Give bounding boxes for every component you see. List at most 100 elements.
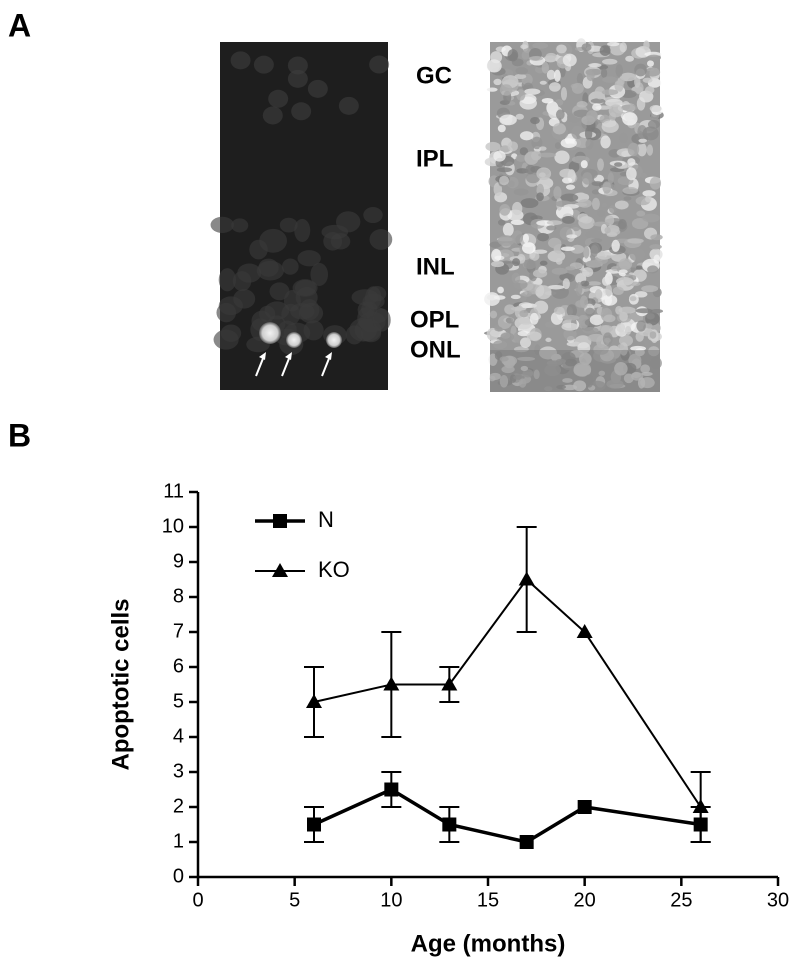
texture xyxy=(485,141,501,152)
cell xyxy=(230,51,251,70)
cell xyxy=(281,258,299,275)
texture xyxy=(620,104,638,112)
cell xyxy=(264,301,290,320)
texture xyxy=(582,326,599,334)
texture xyxy=(611,239,620,252)
texture xyxy=(608,205,617,214)
texture xyxy=(507,49,519,62)
cell xyxy=(303,320,324,341)
texture xyxy=(551,267,568,275)
texture xyxy=(555,109,565,120)
texture xyxy=(562,216,575,224)
texture xyxy=(635,308,653,314)
texture xyxy=(601,294,618,306)
texture xyxy=(649,244,662,250)
texture xyxy=(514,316,533,330)
phase-image xyxy=(484,38,664,392)
texture xyxy=(560,246,575,252)
marker xyxy=(577,800,592,814)
texture xyxy=(546,69,556,80)
texture xyxy=(636,210,646,217)
cell xyxy=(369,229,393,250)
cell xyxy=(258,258,279,277)
texture xyxy=(512,258,521,267)
texture xyxy=(601,89,619,96)
cell xyxy=(268,89,289,108)
cell xyxy=(287,56,308,75)
texture xyxy=(553,186,562,200)
texture xyxy=(499,204,511,216)
texture xyxy=(494,326,503,332)
texture xyxy=(582,267,594,278)
texture xyxy=(575,282,583,296)
texture xyxy=(539,260,548,266)
texture xyxy=(520,198,539,209)
texture xyxy=(547,284,565,290)
texture xyxy=(588,63,602,68)
texture xyxy=(643,40,650,51)
texture xyxy=(576,73,584,85)
texture xyxy=(520,337,532,348)
texture xyxy=(601,202,608,208)
texture xyxy=(642,190,656,197)
x-tick-label: 15 xyxy=(477,889,499,911)
texture xyxy=(624,325,632,335)
texture xyxy=(597,158,604,171)
texture xyxy=(499,175,509,186)
texture xyxy=(623,196,632,201)
texture xyxy=(541,61,549,74)
cell xyxy=(367,285,387,302)
texture xyxy=(552,123,566,135)
texture xyxy=(563,204,579,209)
cell xyxy=(292,279,318,297)
series-line xyxy=(313,787,701,844)
texture xyxy=(519,131,534,141)
texture xyxy=(489,241,502,248)
cell xyxy=(233,289,256,309)
texture xyxy=(584,126,593,141)
texture xyxy=(549,82,561,92)
marker xyxy=(306,694,322,708)
texture xyxy=(561,322,579,331)
y-tick-label: 0 xyxy=(173,865,184,887)
texture xyxy=(529,312,539,325)
marker xyxy=(576,624,593,638)
texture xyxy=(638,138,648,143)
texture xyxy=(523,259,537,270)
texture xyxy=(598,325,614,333)
texture xyxy=(579,295,589,309)
texture xyxy=(535,285,552,300)
cell xyxy=(232,271,252,292)
marker xyxy=(519,835,534,849)
texture xyxy=(602,276,610,286)
cell xyxy=(372,308,391,332)
texture xyxy=(614,79,624,93)
layer-label: OPL xyxy=(410,306,459,333)
texture xyxy=(627,142,640,157)
texture xyxy=(576,101,588,108)
texture xyxy=(603,314,616,323)
texture xyxy=(646,144,654,156)
legend-label: KO xyxy=(318,557,350,582)
texture xyxy=(497,124,506,133)
texture xyxy=(520,44,528,50)
cell xyxy=(283,289,301,312)
texture xyxy=(519,310,529,318)
texture xyxy=(650,234,663,241)
texture xyxy=(555,257,563,265)
y-tick-label: 6 xyxy=(173,655,184,677)
texture xyxy=(642,77,653,83)
texture xyxy=(618,306,636,314)
texture xyxy=(486,327,499,341)
texture xyxy=(619,311,628,322)
texture xyxy=(560,87,568,101)
texture xyxy=(577,199,592,208)
texture xyxy=(496,167,513,173)
texture xyxy=(548,237,562,249)
x-tick-label: 25 xyxy=(670,889,692,911)
panel-label: A xyxy=(8,7,31,43)
arrow xyxy=(281,355,291,377)
texture xyxy=(553,69,561,82)
texture xyxy=(497,219,506,226)
